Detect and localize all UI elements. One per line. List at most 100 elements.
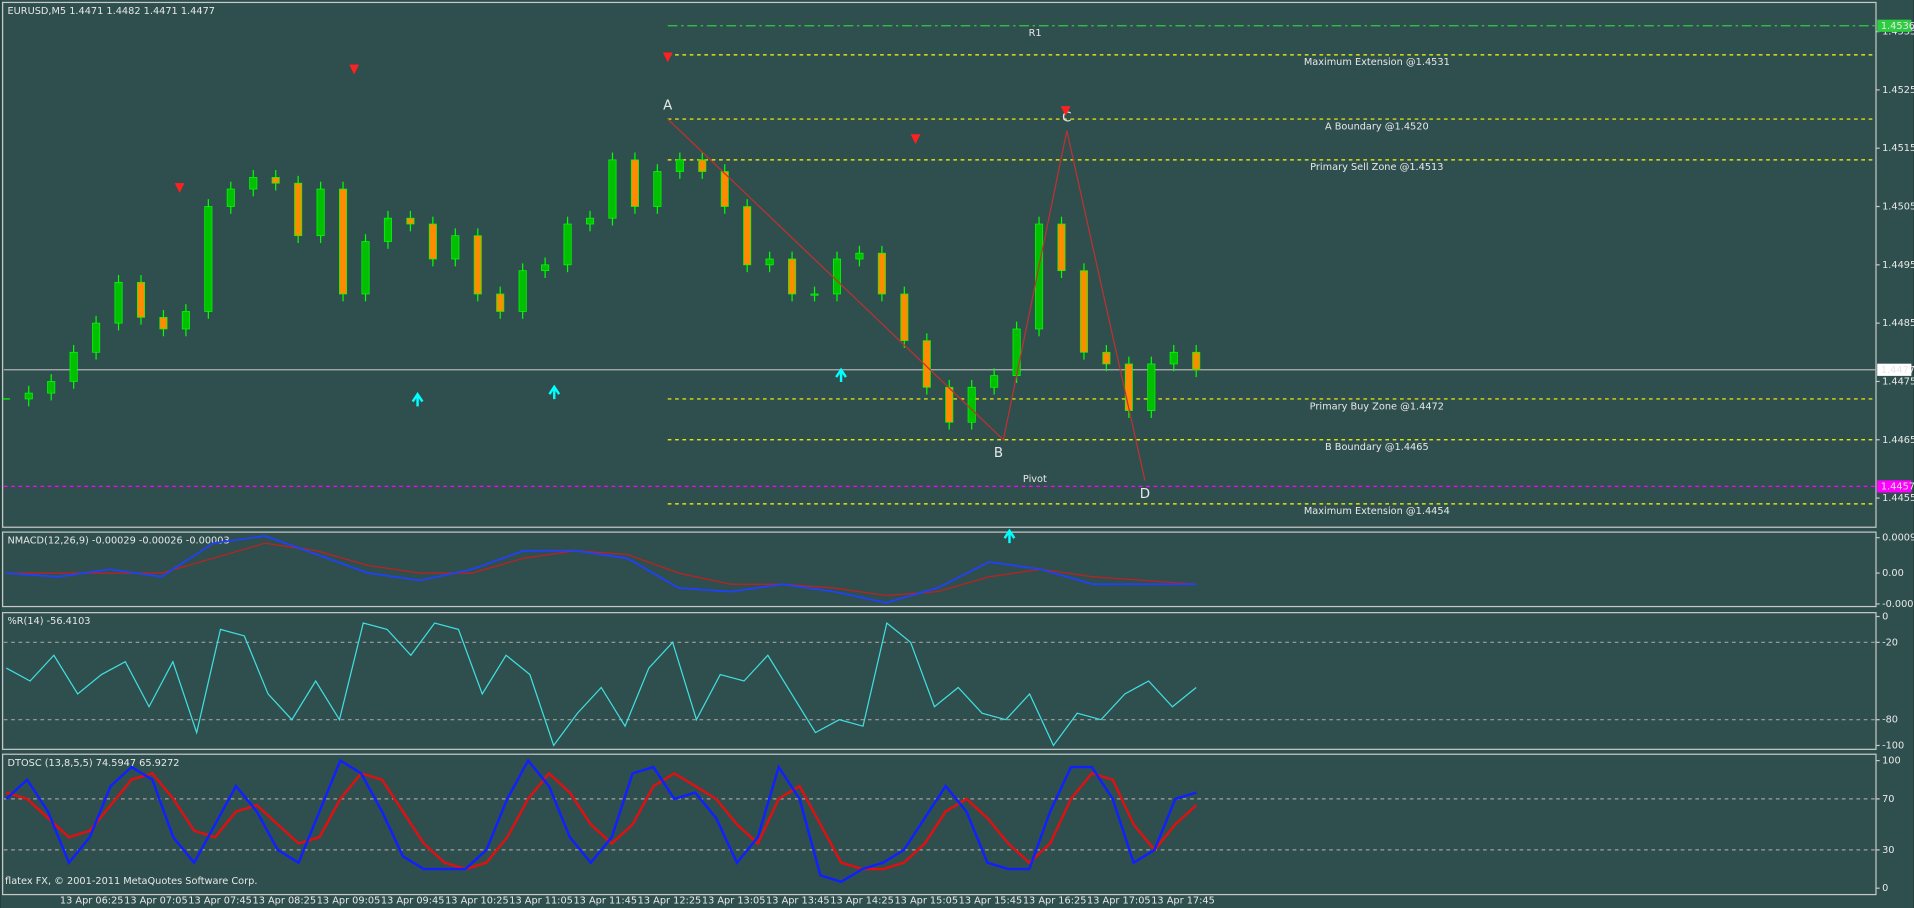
x-tick-label: 13 Apr 17:45 [1151,896,1215,907]
candle [990,375,999,388]
candle [361,241,370,295]
candle [967,386,976,423]
y-tick-label: 1.4535 [1882,27,1914,38]
level-label: Primary Buy Zone @1.4472 [1310,401,1444,412]
x-tick-label: 13 Apr 17:05 [1087,896,1151,907]
candle [922,340,931,388]
candle [1147,363,1156,411]
buy-arrow [1003,528,1016,544]
pattern-zigzag [667,118,1146,481]
pattern-point-label: A [663,99,673,114]
level-label: Pivot [1023,474,1047,485]
panel-frame [2,612,1877,750]
y-tick-label: 1.4455 [1882,493,1914,504]
y-tick-label: 1.4485 [1882,318,1914,329]
y-tick-label: 1.4475 [1882,376,1914,387]
candle [114,281,123,324]
candle [339,188,348,295]
candle [765,258,774,266]
x-tick-label: 13 Apr 14:25 [830,896,894,907]
candle [788,258,797,295]
buy-arrow [835,367,847,382]
y-tick-label: -80 [1882,715,1898,726]
candle [900,293,909,342]
level-label: Maximum Extension @1.4454 [1304,506,1450,517]
candle [1035,223,1044,330]
indicator-line [5,771,1198,871]
x-tick-label: 13 Apr 13:45 [766,896,830,907]
sell-arrow [662,52,673,63]
candle [316,188,325,237]
indicator-line [6,542,1197,597]
candle [271,177,280,184]
candle [1057,223,1066,272]
candle [945,386,954,423]
current-price-label: 1.4477 [1881,365,1914,376]
candle [406,217,415,225]
candle [473,235,482,295]
sell-arrow [349,64,359,75]
candle [518,270,527,312]
price-box-label: 1.4536 [1881,21,1914,32]
candle [877,252,886,295]
x-tick-label: 13 Apr 09:45 [381,896,445,907]
pattern-point-label: C [1062,110,1071,125]
sell-arrow [1060,106,1071,116]
copyright: flatex FX, © 2001-2011 MetaQuotes Softwa… [5,876,257,887]
candle [92,322,101,353]
y-tick-label: 1.4465 [1882,435,1914,446]
x-tick-label: 13 Apr 11:45 [573,896,637,907]
x-tick-label: 13 Apr 15:45 [959,896,1023,907]
indicator-title: %R(14) -56.4103 [8,616,91,627]
candle [810,293,819,296]
sell-arrow [174,183,185,193]
x-tick-label: 13 Apr 08:25 [253,896,317,907]
candle [136,281,146,318]
pattern-point-label: B [994,446,1003,461]
price-box-label: 1.4457 [1881,481,1914,492]
level-label: Primary Sell Zone @1.4513 [1310,162,1443,173]
candle [249,177,258,190]
indicator-title: NMACD(12,26,9) -0.00029 -0.00026 -0.0000… [8,536,230,547]
candle [1102,351,1111,365]
candle [720,171,729,207]
y-tick-label: 0 [1882,883,1888,894]
candle [226,188,235,207]
level-label: R1 [1029,28,1042,39]
x-tick-label: 13 Apr 11:05 [509,896,573,907]
x-tick-label: 13 Apr 09:05 [317,896,381,907]
y-tick-label: 100 [1882,756,1901,767]
y-tick-label: 0.00095 [1882,533,1914,544]
candle [294,182,303,237]
candle [1124,363,1133,411]
candle [24,392,33,400]
symbol-header: EURUSD,M5 1.4471 1.4482 1.4471 1.4477 [8,6,215,17]
price-box [1877,480,1912,493]
x-tick-label: 13 Apr 07:45 [188,896,252,907]
y-tick-label: 1.4495 [1882,260,1914,271]
x-tick-label: 13 Apr 13:05 [702,896,766,907]
sell-arrow [910,134,921,145]
y-tick-label: 1.4515 [1882,143,1914,154]
y-tick-label: 0.00 [1882,568,1904,579]
candle [1192,351,1201,371]
indicator-line [6,535,1197,604]
y-tick-label: -0.00083 [1882,599,1914,610]
y-tick-label: 1.4525 [1882,85,1914,96]
candle [630,159,639,207]
candle [47,381,56,394]
y-tick-label: 70 [1882,794,1894,805]
y-tick-label: 0 [1882,612,1888,623]
pattern-point-label: D [1140,487,1150,502]
candle [563,223,572,266]
level-label: B Boundary @1.4465 [1325,442,1429,453]
buy-arrow [548,384,561,400]
y-tick-label: -20 [1882,637,1898,648]
candle [743,206,752,266]
indicator-line [5,758,1197,884]
candle [698,159,707,172]
y-tick-label: 1.4505 [1882,202,1914,213]
